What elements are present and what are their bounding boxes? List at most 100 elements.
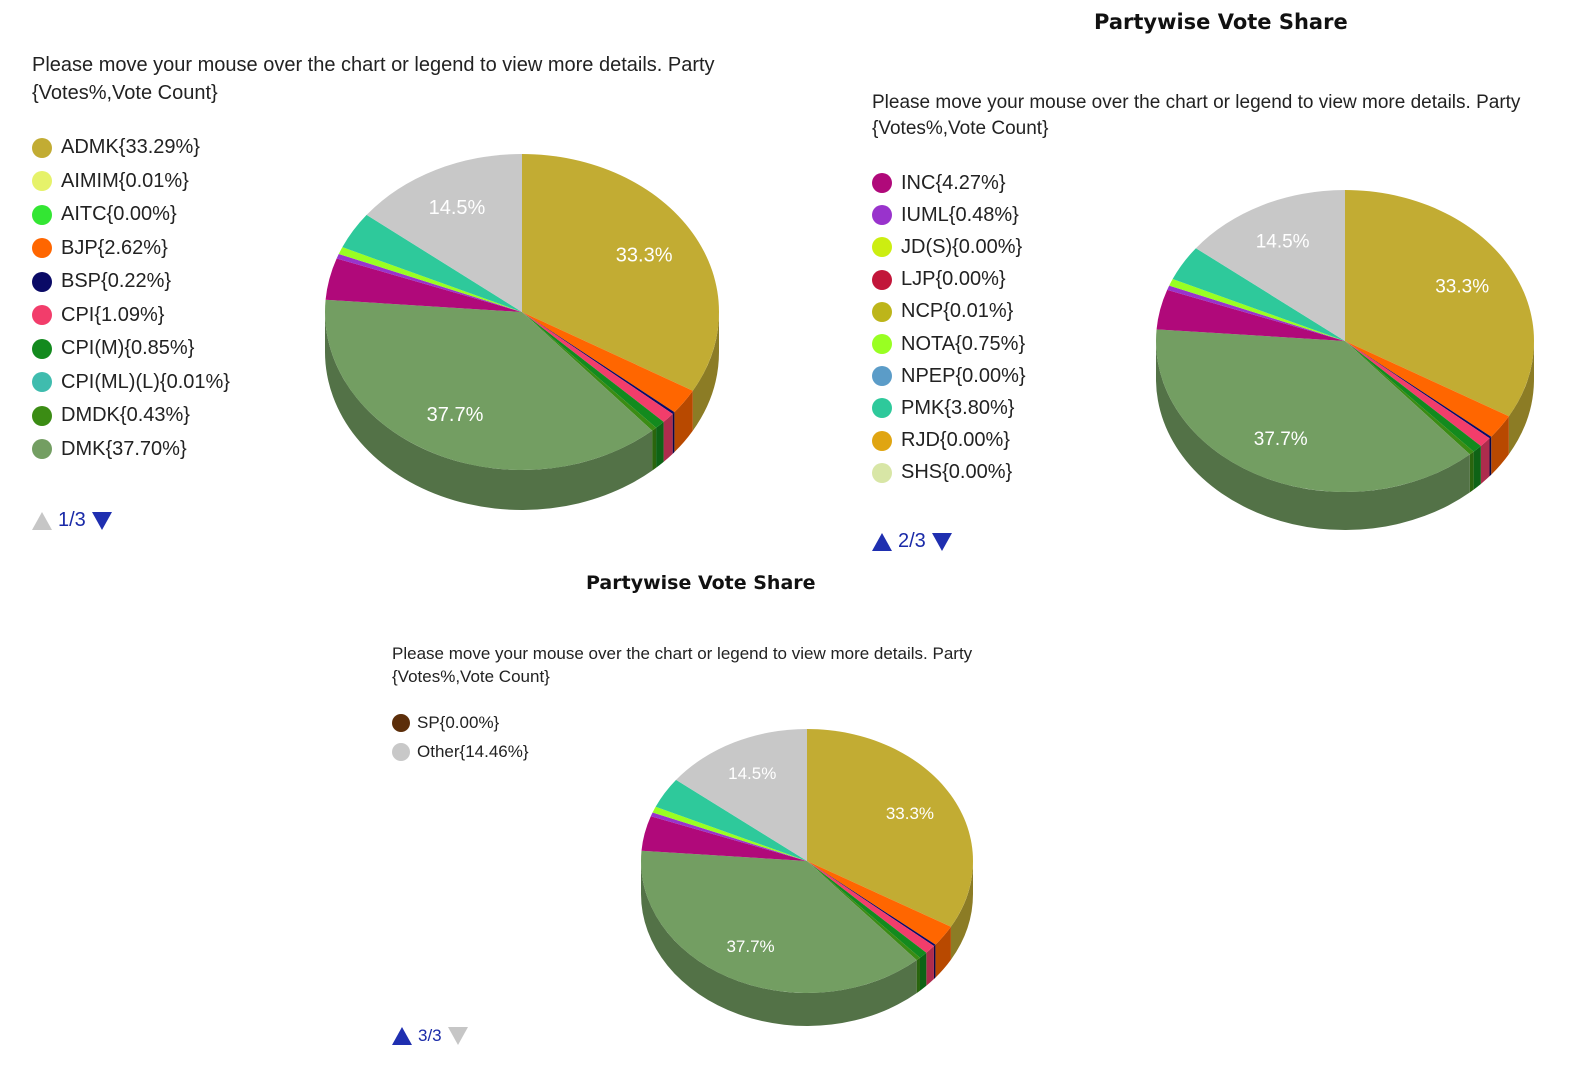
pie-slice-pmk[interactable]: [1172, 248, 1345, 341]
legend-swatch: [32, 439, 52, 460]
pie-chart: 33.3% 14.5% 37.7%: [641, 729, 973, 1026]
pie-slice-iuml[interactable]: [1167, 285, 1345, 341]
pie-slice-nota[interactable]: [652, 806, 807, 861]
pie-slice-cpi[interactable]: [1345, 341, 1490, 446]
legend-label: CPI{1.09%}: [61, 303, 165, 326]
legend-item[interactable]: SP{0.00%}: [392, 709, 529, 738]
legend-item[interactable]: RJD{0.00%}: [872, 425, 1026, 457]
pie-slice-admk[interactable]: [807, 729, 973, 927]
pie-slice-other[interactable]: [676, 729, 807, 861]
legend-item[interactable]: NCP{0.01%}: [872, 296, 1026, 328]
legend-swatch: [872, 301, 892, 322]
chart-legend: INC{4.27%} IUML{0.48%} JD(S){0.00%} LJP{0.0…: [872, 167, 1026, 489]
legend-label: DMDK{0.43%}: [61, 404, 190, 427]
pie-slice-side: [641, 861, 917, 1026]
legend-swatch: [32, 372, 52, 393]
pie-slice-side: [1473, 445, 1481, 490]
pie-slice-side: [916, 957, 920, 994]
pie-slice-bsp[interactable]: [1345, 341, 1492, 439]
pie-data-label: 14.5%: [1256, 231, 1310, 252]
legend-swatch: [32, 338, 52, 359]
chart-title: Partywise Vote Share: [586, 572, 816, 594]
pie-slice-iuml[interactable]: [336, 253, 522, 312]
pie-slice-side: [1489, 436, 1492, 477]
pie-slice-inc[interactable]: [641, 816, 807, 861]
pie-slice-side: [674, 390, 693, 453]
legend-pager: 1/3: [32, 509, 112, 532]
pie-slice-nota[interactable]: [338, 247, 522, 312]
legend-swatch: [32, 238, 52, 259]
legend-item[interactable]: Other{14.46%}: [392, 738, 529, 767]
legend-page-down-icon[interactable]: [931, 532, 952, 551]
legend-item[interactable]: IUML{0.48%}: [872, 199, 1026, 231]
pie-slice-bjp[interactable]: [1345, 341, 1509, 437]
pie-slice-inc[interactable]: [1156, 289, 1345, 341]
pie-slice-admk[interactable]: [1345, 190, 1534, 417]
chart-instruction: Please move your mouse over the chart or…: [872, 92, 1521, 140]
legend-label: INC{4.27%}: [901, 171, 1006, 194]
pie-slice-dmdk[interactable]: [522, 312, 657, 431]
pie-slice-side: [950, 861, 973, 960]
legend-item[interactable]: INC{4.27%}: [872, 167, 1026, 199]
legend-swatch: [392, 742, 410, 761]
pie-data-label: 33.3%: [1435, 277, 1489, 298]
legend-item[interactable]: JD(S){0.00%}: [872, 231, 1026, 263]
pie-slice-bjp[interactable]: [522, 312, 693, 413]
legend-page-up-icon[interactable]: [872, 532, 892, 551]
pie-slice-cpi[interactable]: [807, 861, 934, 953]
legend-item[interactable]: CPI(M){0.85%}: [32, 332, 230, 366]
legend-swatch: [872, 205, 892, 226]
pie-slice-bsp[interactable]: [807, 861, 936, 947]
legend-item[interactable]: CPI(ML)(L){0.01%}: [32, 366, 230, 400]
pie-slice-cpi[interactable]: [522, 312, 673, 422]
legend-item[interactable]: NOTA{0.75%}: [872, 328, 1026, 360]
legend-swatch: [872, 237, 892, 258]
legend-item[interactable]: AIMIM{0.01%}: [32, 165, 230, 199]
pie-slice-bjp[interactable]: [807, 861, 951, 945]
legend-label: ADMK{33.29%}: [61, 136, 200, 159]
legend-item[interactable]: AITC{0.00%}: [32, 198, 230, 232]
pie-slice-nota[interactable]: [1169, 279, 1345, 341]
legend-item[interactable]: NPEP{0.00%}: [872, 360, 1026, 392]
pie-slice-pmk[interactable]: [655, 779, 807, 861]
legend-item[interactable]: DMDK{0.43%}: [32, 399, 230, 433]
pie-slice-pmk[interactable]: [342, 214, 522, 312]
legend-page-up-icon[interactable]: [392, 1027, 412, 1045]
pie-slice-dmk[interactable]: [641, 850, 917, 993]
legend-label: NPEP{0.00%}: [901, 364, 1026, 387]
legend-item[interactable]: BSP{0.22%}: [32, 265, 230, 299]
legend-item[interactable]: BJP{2.62%}: [32, 232, 230, 266]
chart-title: Partywise Vote Share: [1094, 10, 1348, 34]
pie-chart: 33.3% 14.5% 37.7%: [1156, 190, 1534, 530]
pie-slice-other[interactable]: [366, 154, 522, 312]
legend-page-down-icon[interactable]: [91, 511, 112, 530]
legend-label: AIMIM{0.01%}: [61, 169, 189, 192]
pie-slice-cpi-m-[interactable]: [1345, 341, 1481, 452]
pie-slice-side: [325, 312, 653, 510]
pie-slice-cpi-m-[interactable]: [522, 312, 664, 428]
legend-label: LJP{0.00%}: [901, 268, 1006, 291]
legend-item[interactable]: ADMK{33.29%}: [32, 131, 230, 165]
pie-slice-bsp[interactable]: [522, 312, 675, 414]
pie-slice-side: [1491, 416, 1509, 475]
legend-swatch: [32, 271, 52, 292]
pie-slice-dmdk[interactable]: [1345, 341, 1474, 455]
legend-label: RJD{0.00%}: [901, 429, 1010, 452]
legend-item[interactable]: SHS{0.00%}: [872, 457, 1026, 489]
pie-slice-dmk[interactable]: [325, 299, 653, 470]
pie-slice-dmk[interactable]: [1156, 329, 1470, 492]
legend-item[interactable]: LJP{0.00%}: [872, 264, 1026, 296]
legend-label: DMK{37.70%}: [61, 437, 187, 460]
pie-slice-other[interactable]: [1195, 190, 1345, 341]
pie-slice-cpi-m-[interactable]: [807, 861, 927, 958]
pie-slice-iuml[interactable]: [650, 812, 807, 861]
pie-slice-side: [926, 946, 934, 986]
legend-item[interactable]: DMK{37.70%}: [32, 433, 230, 467]
pie-slice-admk[interactable]: [522, 154, 719, 391]
legend-swatch: [872, 398, 892, 419]
legend-item[interactable]: CPI{1.09%}: [32, 299, 230, 333]
pie-slice-side: [672, 412, 675, 454]
pie-slice-dmdk[interactable]: [807, 861, 920, 961]
pie-slice-inc[interactable]: [325, 258, 522, 312]
legend-item[interactable]: PMK{3.80%}: [872, 392, 1026, 424]
